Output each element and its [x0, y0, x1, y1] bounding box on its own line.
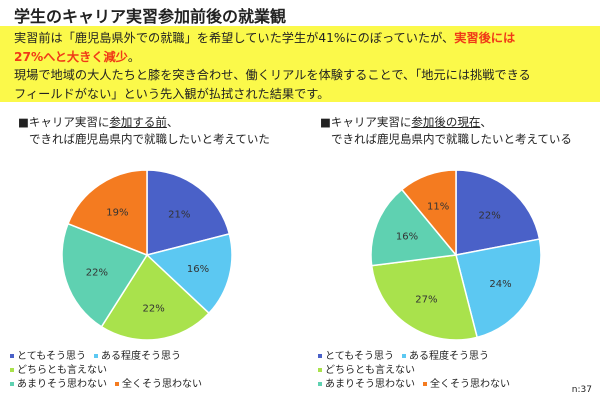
legend-item: あまりそう思わない: [318, 378, 415, 392]
legend-swatch: [423, 382, 427, 386]
legend-label: あまりそう思わない: [17, 379, 107, 390]
legend-item: どちらとも言えない: [10, 364, 107, 378]
legend-label: どちらとも言えない: [17, 365, 107, 376]
chart-title-line2: できれば鹿児島県内で就職したいと考えていた: [28, 132, 270, 146]
legend-swatch: [10, 354, 14, 358]
chart-title-underlined: 参加後の現在: [411, 115, 481, 129]
pie-slice: [61, 222, 149, 328]
legend-before: とてもそう思う ある程度そう思うどちらとも言えない あまりそう思わない 全くそう思わな…: [10, 350, 280, 392]
chart-title-before: ■キャリア実習に参加する前、 できれば鹿児島県内で就職したいと考えていた: [18, 114, 270, 148]
legend-label: ある程度そう思う: [101, 351, 181, 362]
summary-highlight-2: 27%へと大きく減少: [14, 49, 128, 64]
legend-swatch: [318, 382, 322, 386]
legend-label: 全くそう思わない: [430, 379, 510, 390]
legend-swatch: [115, 382, 119, 386]
legend-item: ある程度そう思う: [94, 350, 181, 364]
chart-title-line2: できれば鹿児島県内で就職したいと考えている: [330, 132, 572, 146]
chart-title-prefix: ■キャリア実習に: [18, 115, 110, 129]
sample-size: n:37: [571, 385, 592, 395]
pie-slice: [455, 238, 542, 339]
pie-slice: [370, 254, 479, 341]
slice-label: 24%: [489, 279, 511, 290]
legend-label: ある程度そう思う: [409, 351, 489, 362]
slice-label: 22%: [478, 210, 500, 221]
summary-line1: 実習前は「鹿児島県外での就職」を希望していた学生が41%にのぼっていたが、: [14, 31, 455, 45]
summary-highlight-1: 実習後には: [454, 31, 516, 45]
legend-label: とてもそう思う: [17, 351, 86, 362]
slice-label: 11%: [427, 201, 449, 212]
pie-slice: [370, 188, 458, 267]
slice-label: 22%: [142, 303, 164, 314]
legend-swatch: [318, 354, 322, 358]
pie-slice: [100, 253, 211, 341]
legend-swatch: [318, 368, 322, 372]
legend-item: 全くそう思わない: [115, 378, 202, 392]
legend-swatch: [402, 354, 406, 358]
legend-swatch: [94, 354, 98, 358]
slice-label: 16%: [396, 232, 418, 243]
summary-box: 実習前は「鹿児島県外での就職」を希望していた学生が41%にのぼっていたが、実習後…: [0, 26, 600, 102]
slice-label: 21%: [168, 209, 190, 220]
chart-title-prefix: ■キャリア実習に: [320, 115, 412, 129]
chart-title-suffix: 、: [166, 115, 179, 129]
pie-slice: [146, 169, 231, 256]
legend-label: 全くそう思わない: [122, 379, 202, 390]
legend-item: あまりそう思わない: [10, 378, 107, 392]
slice-label: 27%: [415, 295, 437, 306]
legend-item: どちらとも言えない: [318, 364, 415, 378]
pie-slice: [400, 169, 457, 258]
summary-line2-end: 。: [127, 49, 141, 64]
chart-title-suffix: 、: [480, 115, 492, 129]
summary-line3: 現場で地域の大人たちと膝を突き合わせ、働くリアルを体験することで、「地元には挑戦…: [14, 68, 531, 82]
slice-label: 16%: [187, 264, 209, 275]
pie-slice: [145, 232, 233, 315]
chart-title-underlined: 参加する前: [109, 115, 167, 129]
legend-label: どちらとも言えない: [325, 365, 415, 376]
legend-label: あまりそう思わない: [325, 379, 415, 390]
legend-item: ある程度そう思う: [402, 350, 489, 364]
legend-item: とてもそう思う: [318, 350, 394, 364]
legend-item: 全くそう思わない: [423, 378, 510, 392]
pie-slice: [455, 169, 541, 256]
page-title: 学生のキャリア実習参加前後の就業観: [14, 7, 287, 26]
legend-after: とてもそう思う ある程度そう思うどちらとも言えない あまりそう思わない 全くそう思わな…: [318, 350, 588, 392]
pie-slice: [66, 169, 148, 257]
legend-label: とてもそう思う: [325, 351, 394, 362]
chart-title-after: ■キャリア実習に参加後の現在、 できれば鹿児島県内で就職したいと考えている: [320, 114, 572, 148]
slice-label: 22%: [86, 267, 108, 278]
legend-swatch: [10, 382, 14, 386]
summary-line4: フィールドがない」という先入観が払拭された結果です。: [14, 86, 330, 101]
legend-swatch: [10, 368, 14, 372]
slice-label: 19%: [106, 207, 128, 218]
legend-item: とてもそう思う: [10, 350, 86, 364]
